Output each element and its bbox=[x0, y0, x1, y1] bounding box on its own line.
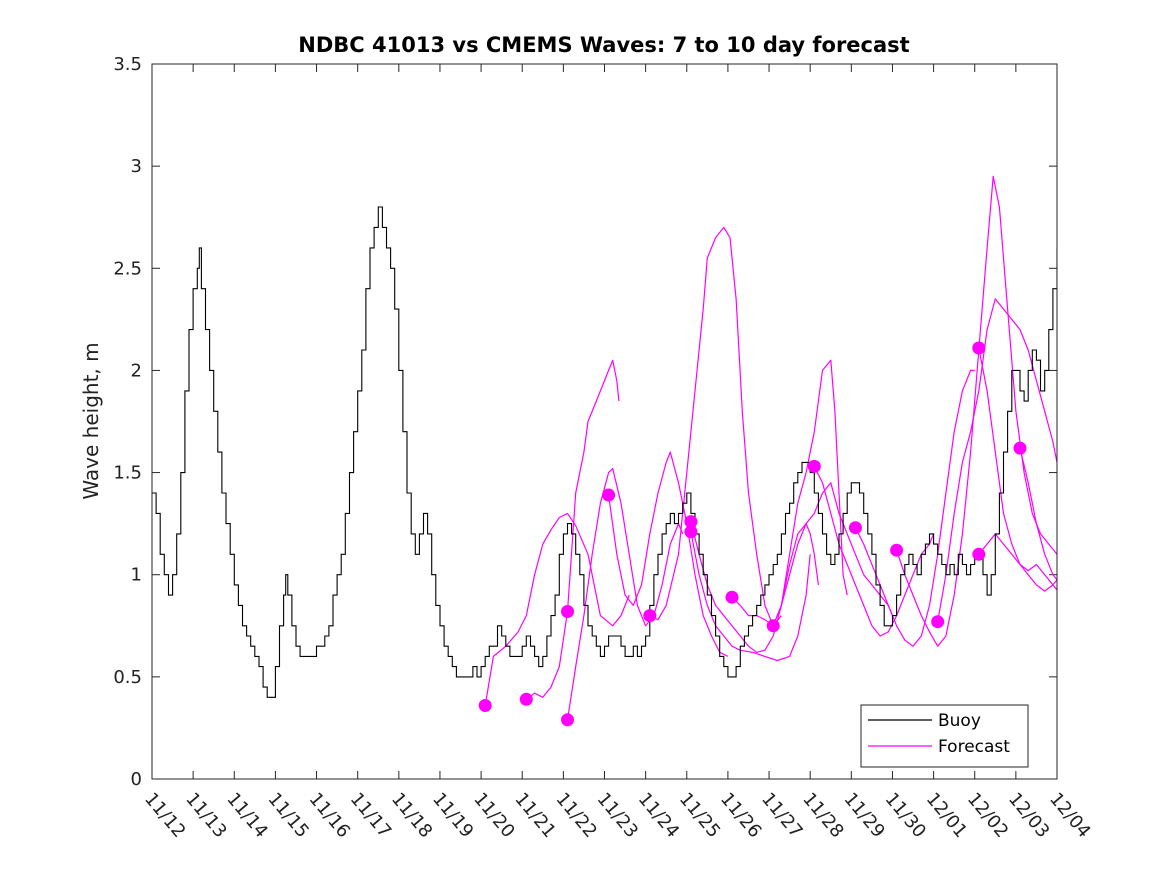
forecast-start-marker bbox=[643, 609, 657, 623]
x-tick-label: 11/14 bbox=[222, 789, 271, 842]
plot-frame bbox=[151, 63, 1058, 780]
y-tick-label: 0.5 bbox=[113, 667, 142, 688]
forecast-series-line bbox=[525, 359, 620, 700]
forecast-series-line bbox=[1019, 447, 1057, 581]
forecast-series-line bbox=[854, 369, 975, 647]
forecast-series-line bbox=[978, 347, 1057, 591]
legend-buoy-label: Buoy bbox=[938, 711, 981, 731]
x-tick-label: 11/24 bbox=[634, 789, 683, 842]
legend-forecast-label: Forecast bbox=[938, 737, 1010, 757]
forecast-series-line bbox=[690, 531, 811, 662]
forecast-start-marker bbox=[766, 619, 780, 633]
forecast-series-line bbox=[484, 512, 630, 706]
y-tick-label: 0 bbox=[131, 769, 142, 790]
forecast-start-marker bbox=[931, 615, 945, 629]
legend-box bbox=[860, 704, 1029, 768]
x-tick-label: 11/13 bbox=[181, 789, 230, 842]
x-tick-label: 11/12 bbox=[140, 789, 189, 842]
x-tick-label: 12/03 bbox=[1004, 789, 1053, 842]
forecast-start-marker bbox=[972, 547, 986, 561]
forecast-start-marker bbox=[519, 692, 533, 706]
forecast-start-marker bbox=[725, 590, 739, 604]
forecast-start-marker bbox=[848, 521, 862, 535]
x-tick-label: 11/25 bbox=[675, 789, 724, 842]
x-tick-label: 11/29 bbox=[839, 789, 888, 842]
forecast-series-line bbox=[690, 521, 819, 653]
x-tick-label: 11/30 bbox=[881, 789, 930, 842]
x-tick-label: 12/02 bbox=[963, 789, 1012, 842]
forecast-start-marker bbox=[1013, 441, 1027, 455]
x-tick-label: 11/22 bbox=[552, 789, 601, 842]
forecast-series-line bbox=[566, 467, 684, 720]
forecast-start-marker bbox=[972, 341, 986, 355]
x-tick-label: 11/15 bbox=[264, 789, 313, 842]
forecast-start-marker bbox=[602, 488, 616, 502]
y-tick-label: 1 bbox=[131, 565, 142, 586]
x-tick-label: 11/23 bbox=[593, 789, 642, 842]
forecast-series-line bbox=[813, 466, 935, 637]
forecast-series-line bbox=[978, 533, 1057, 592]
x-tick-label: 12/01 bbox=[922, 789, 971, 842]
x-tick-label: 11/26 bbox=[716, 789, 765, 842]
x-tick-label: 11/28 bbox=[798, 789, 847, 842]
buoy-series-line bbox=[152, 206, 1057, 698]
x-tick-label: 11/20 bbox=[469, 789, 518, 842]
x-tick-label: 11/16 bbox=[305, 789, 354, 842]
y-tick-label: 2 bbox=[131, 360, 142, 381]
legend: Buoy Forecast bbox=[860, 704, 1029, 768]
y-axis-label: Wave height, m bbox=[79, 342, 103, 499]
chart-title: NDBC 41013 vs CMEMS Waves: 7 to 10 day f… bbox=[298, 33, 909, 57]
forecast-start-marker bbox=[684, 515, 698, 529]
forecast-series-line bbox=[608, 451, 729, 657]
x-tick-label: 11/19 bbox=[428, 789, 477, 842]
plot-series bbox=[152, 175, 1057, 727]
y-tick-label: 3 bbox=[131, 156, 142, 177]
y-tick-label: 3.5 bbox=[113, 54, 142, 75]
forecast-start-marker bbox=[561, 605, 574, 618]
forecast-series-line bbox=[772, 482, 894, 627]
forecast-start-marker bbox=[890, 543, 904, 557]
forecast-start-marker bbox=[807, 459, 821, 473]
forecast-start-marker bbox=[478, 699, 492, 712]
x-tick-label: 12/04 bbox=[1045, 789, 1094, 842]
x-tick-label: 11/18 bbox=[387, 789, 436, 842]
forecast-series-line bbox=[896, 175, 1057, 647]
forecast-start-marker bbox=[561, 713, 574, 727]
forecast-series-line bbox=[937, 298, 1057, 622]
x-tick-label: 11/27 bbox=[757, 789, 806, 842]
x-tick-label: 11/17 bbox=[346, 789, 395, 842]
y-tick-label: 2.5 bbox=[113, 258, 142, 279]
forecast-start-marker bbox=[684, 525, 698, 539]
x-tick-label: 11/21 bbox=[510, 789, 559, 842]
forecast-series-line bbox=[731, 359, 848, 627]
forecast-series-line bbox=[649, 226, 782, 627]
y-tick-label: 1.5 bbox=[113, 463, 142, 484]
